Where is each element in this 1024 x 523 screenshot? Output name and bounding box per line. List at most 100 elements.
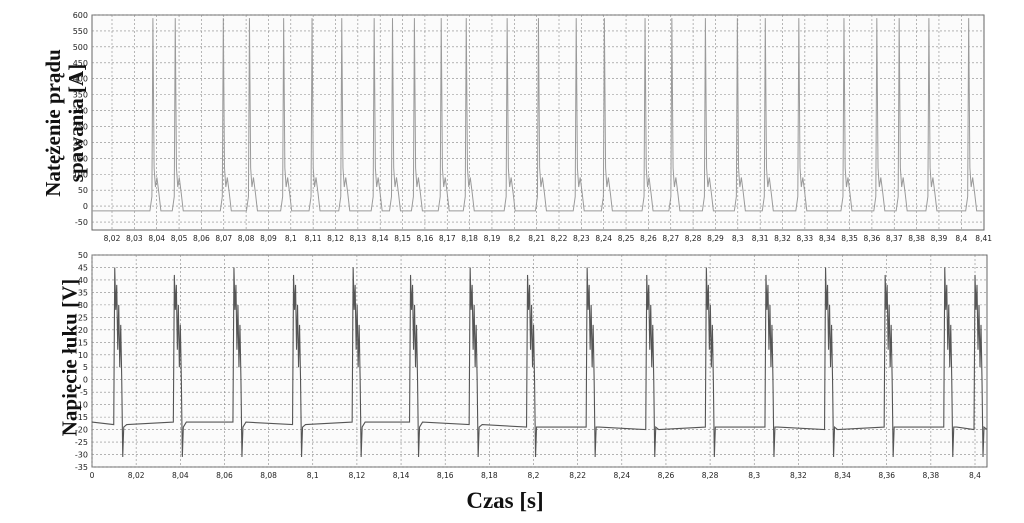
current-x-tick-label: 8,26	[640, 234, 657, 243]
voltage-x-tick-label: 8,02	[128, 471, 145, 480]
current-x-tick-label: 8,38	[908, 234, 925, 243]
current-x-tick-label: 8,39	[931, 234, 948, 243]
current-y-tick-label: 150	[73, 154, 88, 163]
voltage-x-tick-label: 8,4	[969, 471, 981, 480]
voltage-y-tick-label: -10	[75, 401, 88, 410]
voltage-y-tick-label: -35	[75, 463, 88, 472]
voltage-y-tick-label: 5	[83, 363, 88, 372]
current-x-tick-label: 8,13	[349, 234, 366, 243]
current-x-tick-label: 8,29	[707, 234, 724, 243]
current-y-tick-label: 0	[83, 202, 88, 211]
voltage-x-tick-label: 8,08	[260, 471, 277, 480]
voltage-x-tick-label: 8,24	[613, 471, 630, 480]
current-x-tick-label: 8,37	[886, 234, 903, 243]
current-x-tick-label: 8,4	[955, 234, 967, 243]
current-ylabel: Natężenie prądu spawania [A]	[41, 13, 88, 233]
voltage-y-tick-label: 45	[78, 263, 88, 272]
current-x-tick-label: 8,07	[215, 234, 232, 243]
voltage-x-tick-label: 8,38	[922, 471, 939, 480]
voltage-y-tick-label: 20	[78, 326, 88, 335]
current-x-tick-label: 8,05	[171, 234, 188, 243]
current-y-tick-label: 600	[73, 11, 88, 20]
voltage-y-tick-label: 10	[78, 351, 88, 360]
current-x-tick-label: 8,1	[285, 234, 297, 243]
voltage-x-tick-label: 8,28	[702, 471, 719, 480]
x-axis-label: Czas [s]	[466, 488, 544, 513]
current-x-tick-label: 8,18	[461, 234, 478, 243]
voltage-y-tick-label: -15	[75, 413, 88, 422]
voltage-x-tick-label: 8,26	[658, 471, 675, 480]
current-y-tick-label: 100	[73, 170, 88, 179]
voltage-y-tick-label: 30	[78, 301, 88, 310]
voltage-x-tick-label: 8,18	[481, 471, 498, 480]
current-x-tick-label: 8,31	[752, 234, 769, 243]
current-y-tick-label: 200	[73, 138, 88, 147]
current-x-tick-label: 8,24	[595, 234, 612, 243]
current-ylabel-line1: Natężenie prądu	[41, 49, 65, 197]
voltage-y-tick-label: -5	[80, 388, 88, 397]
current-x-tick-label: 8,19	[484, 234, 501, 243]
current-x-tick-label: 8,41	[975, 234, 992, 243]
current-y-tick-label: 250	[73, 122, 88, 131]
current-x-tick-label: 8,35	[841, 234, 858, 243]
current-y-tick-label: -50	[75, 218, 88, 227]
voltage-x-tick-label: 8,1	[307, 471, 319, 480]
current-x-tick-label: 8,15	[394, 234, 411, 243]
current-x-tick-label: 8,3	[732, 234, 744, 243]
voltage-y-tick-label: 40	[78, 276, 88, 285]
voltage-y-tick-label: 50	[78, 251, 88, 260]
voltage-plot-area	[91, 254, 988, 468]
voltage-y-tick-label: 35	[78, 288, 88, 297]
current-x-tick-label: 8,21	[528, 234, 545, 243]
current-series-line	[92, 18, 984, 212]
current-x-tick-label: 8,2	[508, 234, 520, 243]
current-y-tick-label: 450	[73, 59, 88, 68]
current-x-tick-label: 8,08	[238, 234, 255, 243]
voltage-y-tick-label: -20	[75, 426, 88, 435]
voltage-x-tick-label: 8,34	[834, 471, 851, 480]
current-ylabel-line2: spawania [A]	[64, 63, 88, 183]
current-x-tick-label: 8,03	[126, 234, 143, 243]
current-x-tick-label: 8,06	[193, 234, 210, 243]
voltage-x-tick-label: 8,16	[437, 471, 454, 480]
voltage-panel: 50454035302520151050-5-10-15-20-25-30-35…	[75, 251, 988, 480]
current-x-tick-label: 8,27	[662, 234, 679, 243]
current-x-tick-label: 8,32	[774, 234, 791, 243]
voltage-x-tick-label: 8,06	[216, 471, 233, 480]
current-x-tick-label: 8,04	[148, 234, 165, 243]
current-x-tick-label: 8,23	[573, 234, 590, 243]
voltage-x-tick-label: 8,36	[878, 471, 895, 480]
current-y-tick-label: 350	[73, 91, 88, 100]
voltage-y-tick-label: 25	[78, 313, 88, 322]
voltage-x-tick-label: 8,12	[349, 471, 366, 480]
voltage-y-tick-label: 15	[78, 338, 88, 347]
current-y-tick-label: 300	[73, 107, 88, 116]
voltage-x-tick-label: 8,32	[790, 471, 807, 480]
current-y-tick-label: 50	[78, 186, 88, 195]
current-x-tick-label: 8,09	[260, 234, 277, 243]
current-x-tick-label: 8,28	[685, 234, 702, 243]
current-x-tick-label: 8,11	[305, 234, 322, 243]
current-x-tick-label: 8,17	[439, 234, 456, 243]
current-x-tick-label: 8,25	[618, 234, 635, 243]
current-panel: 600550500450400350300250200150100500-508…	[73, 11, 993, 243]
current-y-tick-label: 500	[73, 43, 88, 52]
voltage-y-tick-label: -25	[75, 438, 88, 447]
current-x-tick-label: 8,14	[372, 234, 389, 243]
voltage-x-tick-label: 8,22	[569, 471, 586, 480]
voltage-y-tick-label: 0	[83, 376, 88, 385]
current-x-tick-label: 8,16	[417, 234, 434, 243]
current-x-tick-label: 8,36	[864, 234, 881, 243]
current-x-tick-label: 8,22	[551, 234, 568, 243]
voltage-y-tick-label: -30	[75, 451, 88, 460]
current-y-tick-label: 400	[73, 75, 88, 84]
voltage-x-tick-label: 8,14	[393, 471, 410, 480]
voltage-x-tick-label: 8,3	[748, 471, 760, 480]
voltage-x-tick-label: 8,04	[172, 471, 189, 480]
voltage-ylabel: Napięcie łuku [V]	[57, 278, 82, 437]
voltage-x-tick-label: 8,2	[528, 471, 540, 480]
voltage-series-line	[91, 267, 988, 458]
current-x-tick-label: 8,12	[327, 234, 344, 243]
